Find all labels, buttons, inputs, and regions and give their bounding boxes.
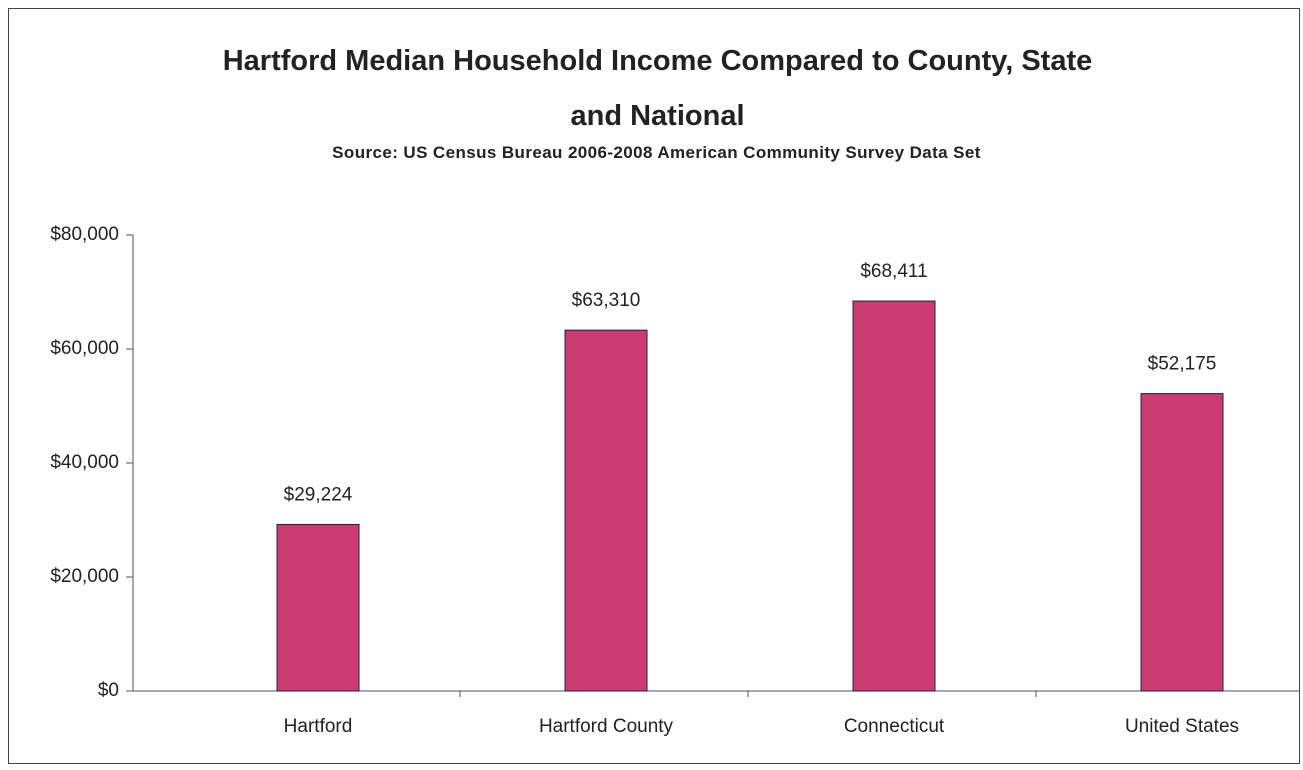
value-label: $68,411: [860, 261, 927, 282]
bar: [1140, 393, 1224, 692]
x-tick-label: United States: [1125, 716, 1239, 737]
value-label: $29,224: [284, 484, 353, 505]
x-tick-label: Hartford: [284, 716, 353, 737]
bar: [852, 300, 936, 692]
chart-frame: [8, 8, 1300, 764]
y-tick-label: $80,000: [50, 224, 119, 245]
chart-subtitle: Source: US Census Bureau 2006-2008 Ameri…: [332, 143, 981, 162]
y-tick-label: $60,000: [50, 338, 119, 359]
chart-title: Hartford Median Household Income Compare…: [222, 45, 1093, 132]
x-tick-label: Connecticut: [844, 716, 945, 737]
x-tick-label: Hartford County: [539, 716, 674, 737]
y-tick-label: $40,000: [50, 452, 119, 473]
y-tick-label: $0: [98, 680, 119, 701]
bar: [276, 523, 360, 692]
y-tick-label: $20,000: [50, 566, 119, 587]
value-label: $63,310: [572, 290, 641, 311]
bar: [564, 329, 648, 692]
value-label: $52,175: [1148, 354, 1217, 375]
